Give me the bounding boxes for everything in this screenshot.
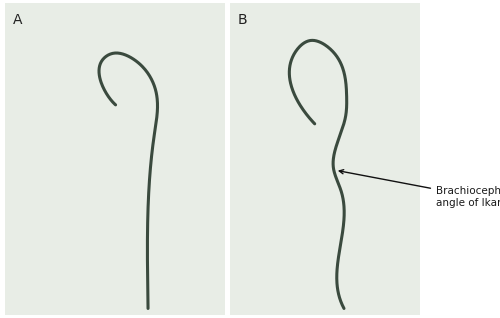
Text: Brachiocephalic
angle of Ikari: Brachiocephalic angle of Ikari: [340, 170, 500, 208]
Bar: [5, 3, 225, 315]
Text: A: A: [12, 13, 22, 27]
Text: B: B: [238, 13, 247, 27]
Bar: [230, 3, 420, 315]
